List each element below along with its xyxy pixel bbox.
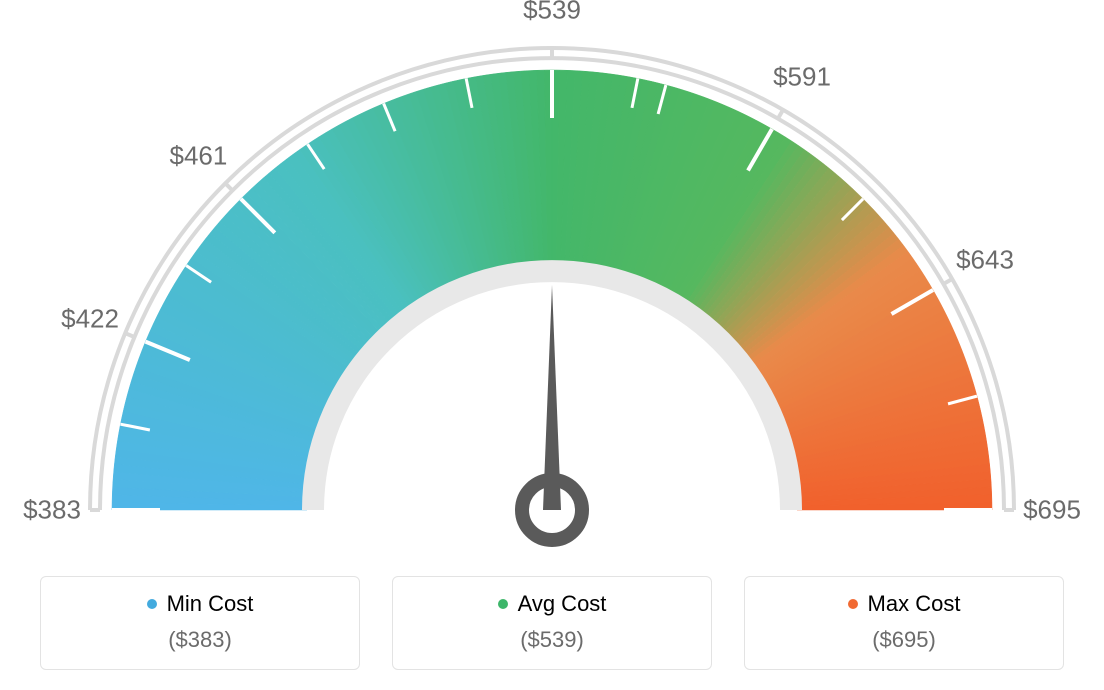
gauge-tick-label: $461 — [170, 141, 228, 172]
gauge-tick-label: $643 — [956, 245, 1014, 276]
gauge-tick-label: $383 — [23, 495, 81, 526]
legend-dot-avg — [498, 599, 508, 609]
legend-value-avg: ($539) — [403, 627, 701, 653]
legend-title-text-max: Max Cost — [868, 591, 961, 617]
legend-title-text-avg: Avg Cost — [518, 591, 607, 617]
legend-title-avg: Avg Cost — [498, 591, 607, 617]
legend-card-min: Min Cost ($383) — [40, 576, 360, 670]
legend-title-text-min: Min Cost — [167, 591, 254, 617]
gauge-tick-label: $591 — [773, 61, 831, 92]
gauge-svg — [0, 0, 1104, 570]
legend-card-max: Max Cost ($695) — [744, 576, 1064, 670]
legend-value-max: ($695) — [755, 627, 1053, 653]
legend-title-max: Max Cost — [848, 591, 961, 617]
gauge-chart: $383 $422 $461 $539 $591 $643 $695 — [0, 0, 1104, 570]
legend-dot-min — [147, 599, 157, 609]
gauge-tick-label: $422 — [61, 303, 119, 334]
gauge-tick-label: $695 — [1023, 495, 1081, 526]
legend-value-min: ($383) — [51, 627, 349, 653]
legend-dot-max — [848, 599, 858, 609]
legend-title-min: Min Cost — [147, 591, 254, 617]
legend-card-avg: Avg Cost ($539) — [392, 576, 712, 670]
legend-row: Min Cost ($383) Avg Cost ($539) Max Cost… — [0, 576, 1104, 670]
gauge-tick-label: $539 — [523, 0, 581, 26]
